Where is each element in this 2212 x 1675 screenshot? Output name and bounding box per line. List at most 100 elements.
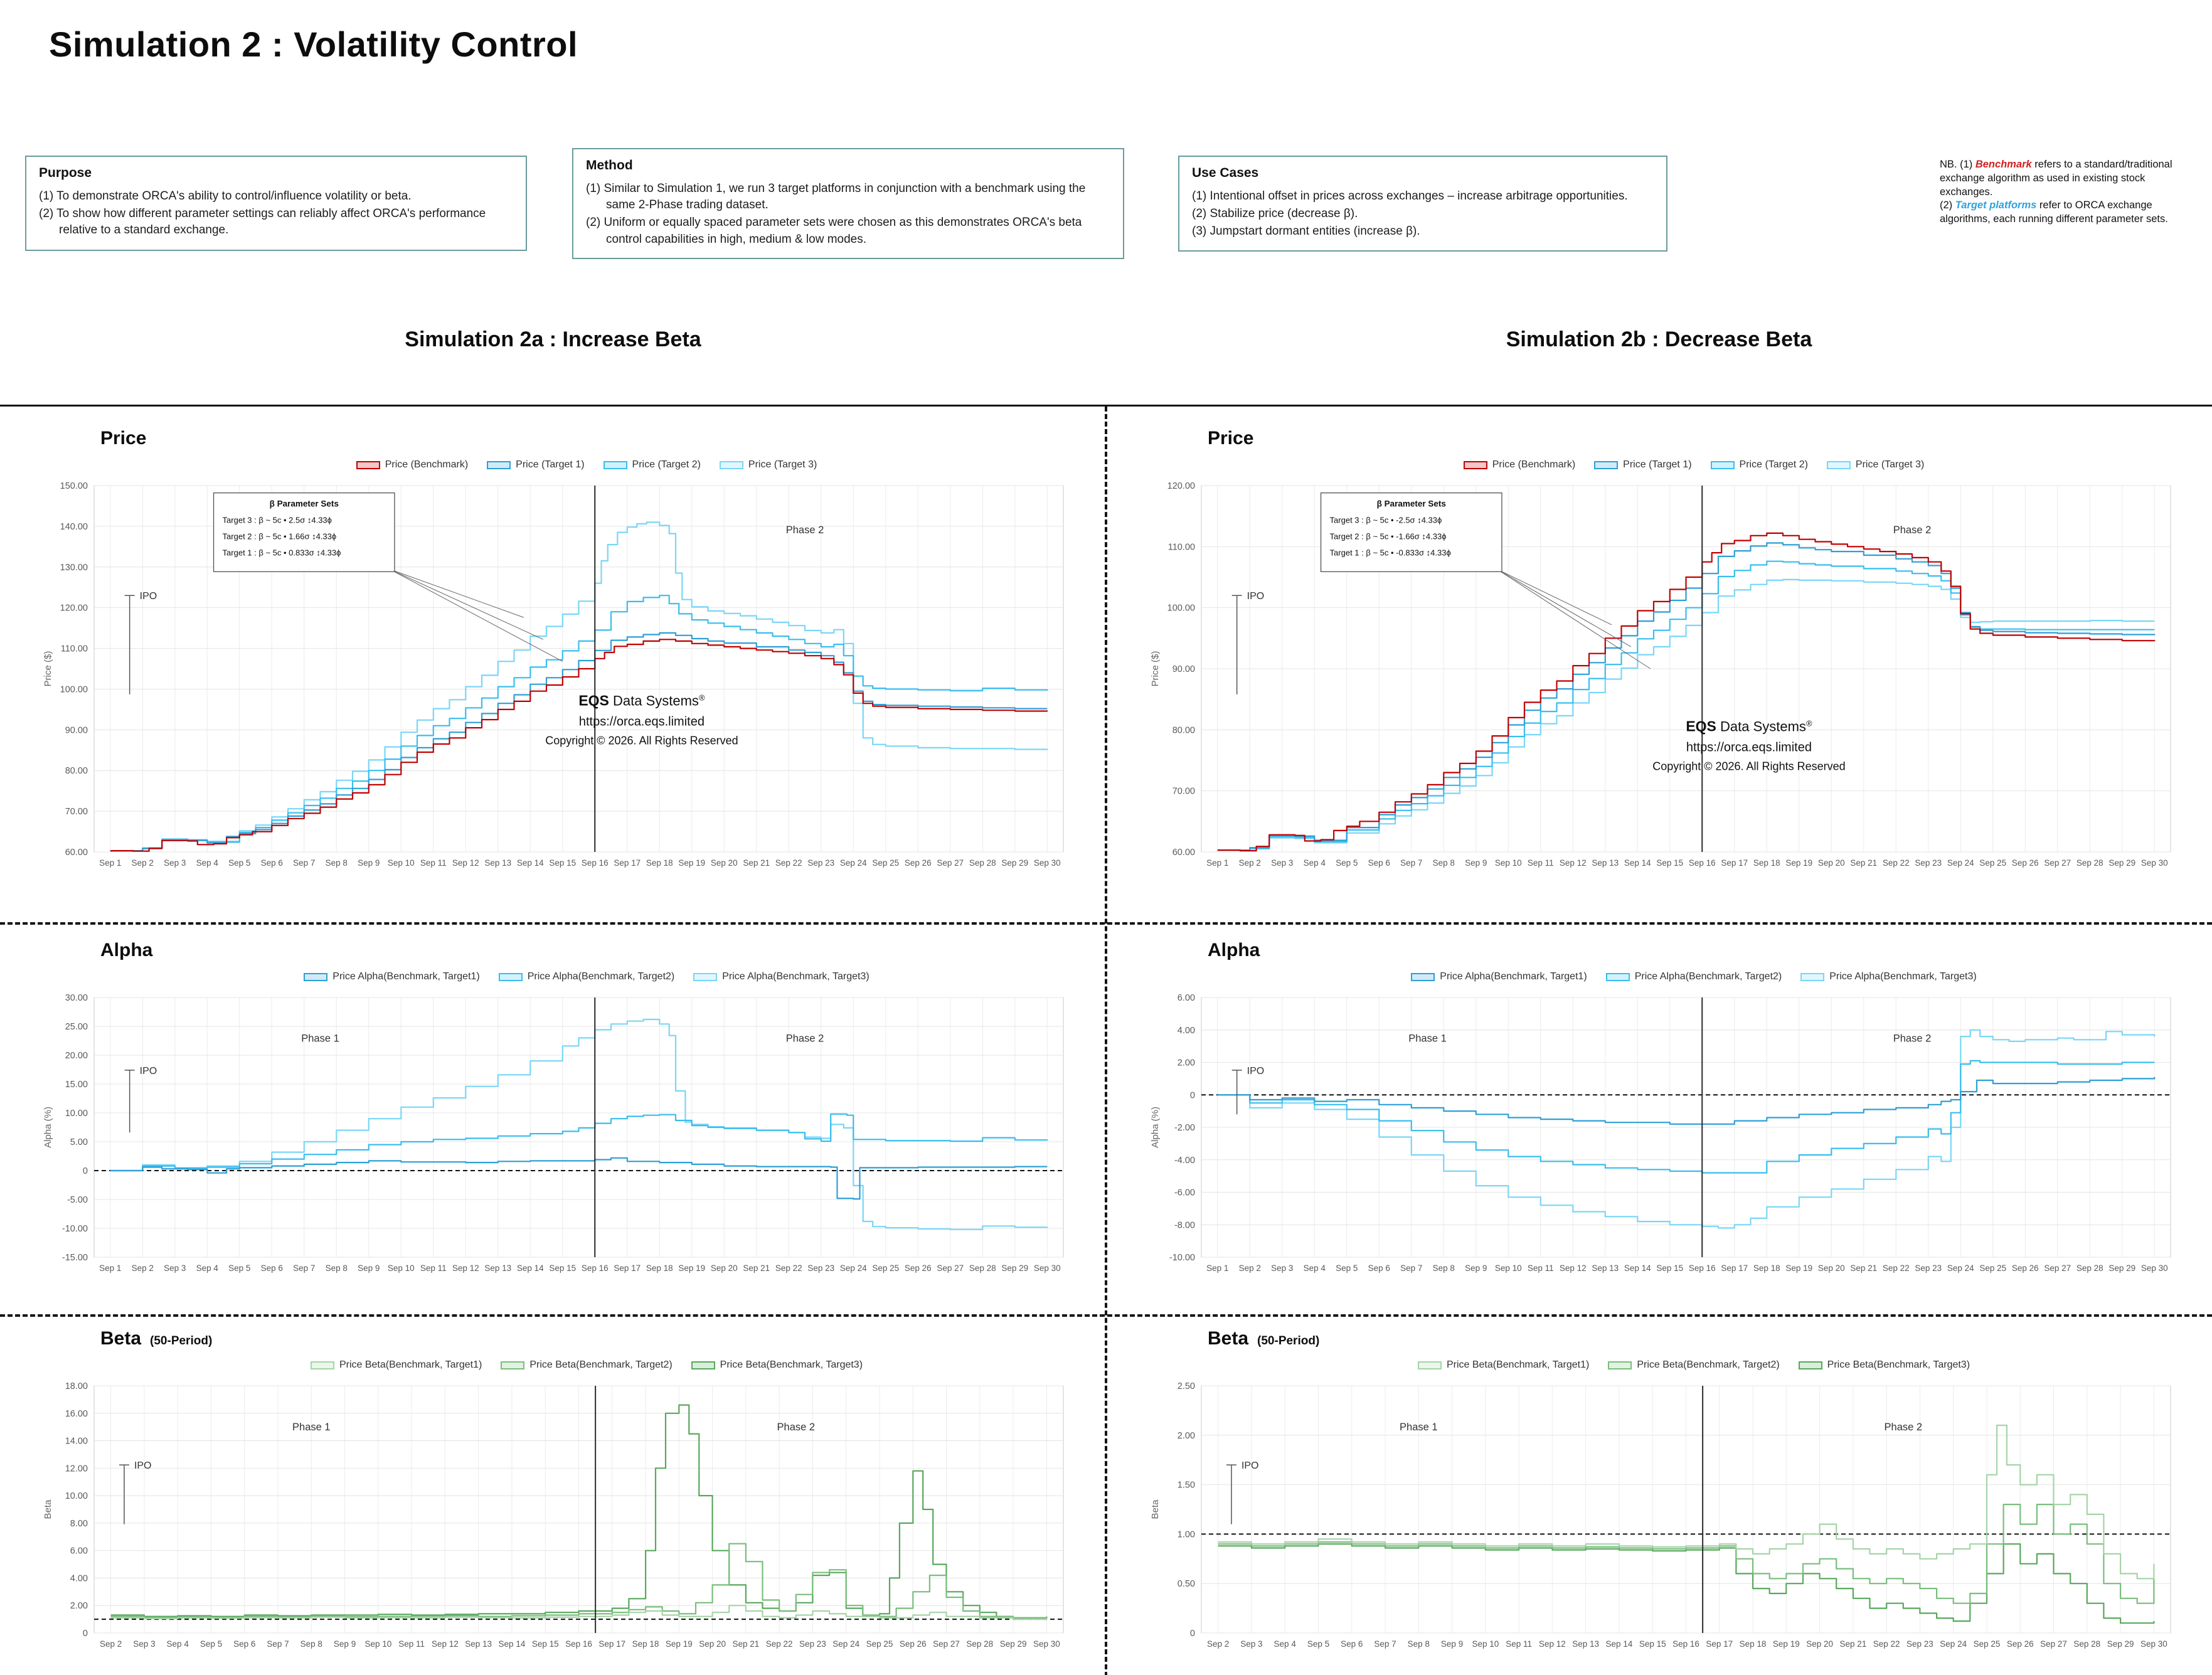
- price-chart-2b: Price Price (Benchmark) Price (Target 1) P…: [1107, 407, 2212, 922]
- legend-item: Price Beta(Benchmark, Target1): [310, 1359, 482, 1371]
- beta-2b-plot: Sep 2 Sep 3 Sep 4 Sep 5 Sep 6 Sep 7 Sep 8 Sep 9…: [1150, 1381, 2171, 1649]
- svg-text:Sep 19: Sep 19: [1785, 858, 1812, 868]
- svg-text:-4.00: -4.00: [1174, 1156, 1195, 1166]
- svg-text:Sep 12: Sep 12: [1539, 1639, 1566, 1649]
- legend-label: Price (Target 2): [632, 459, 701, 470]
- svg-text:Sep 14: Sep 14: [1624, 1263, 1651, 1273]
- legend-swatch: [1826, 460, 1851, 469]
- svg-text:Phase 2: Phase 2: [1885, 1422, 1923, 1433]
- legend-label: Price Alpha(Benchmark, Target3): [722, 971, 869, 982]
- svg-text:Sep 14: Sep 14: [517, 1263, 544, 1273]
- svg-text:Sep 12: Sep 12: [452, 858, 479, 868]
- chart-title: Beta: [1208, 1328, 1249, 1349]
- legend-item: Price (Target 3): [719, 459, 817, 471]
- svg-text:Sep 30: Sep 30: [2141, 1263, 2168, 1273]
- cell-beta-2a: Beta (50-Period) Price Beta(Benchmark, T…: [0, 1314, 1105, 1675]
- chart-title: Alpha: [100, 940, 153, 960]
- svg-text:Sep 23: Sep 23: [1915, 858, 1942, 868]
- legend-label: Price (Benchmark): [385, 459, 469, 470]
- svg-text:Sep 18: Sep 18: [1753, 1263, 1780, 1273]
- svg-text:Sep 12: Sep 12: [1560, 858, 1587, 868]
- svg-text:Sep 15: Sep 15: [1656, 1263, 1683, 1273]
- svg-text:Sep 27: Sep 27: [2044, 1263, 2071, 1273]
- svg-text:Sep 3: Sep 3: [1240, 1639, 1262, 1649]
- svg-text:20.00: 20.00: [65, 1051, 88, 1061]
- svg-text:Sep 30: Sep 30: [1033, 1639, 1060, 1649]
- svg-text:110.00: 110.00: [61, 644, 88, 654]
- legend-swatch: [1800, 972, 1825, 981]
- chart-legend: Price Beta(Benchmark, Target1) Price Beta…: [35, 1357, 1079, 1373]
- svg-text:Sep 25: Sep 25: [872, 1263, 899, 1273]
- svg-text:Sep 29: Sep 29: [2108, 1263, 2135, 1273]
- svg-text:Copyright © 2026. All Rights R: Copyright © 2026. All Rights Reserved: [545, 734, 738, 747]
- svg-text:Sep 30: Sep 30: [1034, 858, 1061, 868]
- svg-text:Sep 4: Sep 4: [1274, 1639, 1297, 1649]
- svg-text:IPO: IPO: [140, 591, 157, 602]
- legend-swatch: [487, 460, 511, 469]
- svg-text:Sep 5: Sep 5: [1307, 1639, 1329, 1649]
- chart-legend: Price (Benchmark) Price (Target 1) Price (…: [1142, 457, 2186, 473]
- legend-item: Price Beta(Benchmark, Target2): [501, 1359, 673, 1371]
- alpha-2b-plot: Sep 1 Sep 2 Sep 3 Sep 4 Sep 5 Sep 6 Sep 7 Sep 8…: [1150, 993, 2171, 1273]
- svg-text:Phase 1: Phase 1: [1408, 1033, 1447, 1044]
- price-2a-plot: Sep 1 Sep 2 Sep 3 Sep 4 Sep 5 Sep 6 Sep 7 Sep 8…: [43, 481, 1064, 868]
- svg-text:-6.00: -6.00: [1174, 1188, 1195, 1198]
- column-title-2a: Simulation 2a : Increase Beta: [405, 327, 701, 351]
- svg-text:Sep 24: Sep 24: [840, 1263, 867, 1273]
- legend-item: Price (Benchmark): [356, 459, 468, 471]
- svg-text:2.00: 2.00: [1178, 1431, 1195, 1441]
- svg-text:Sep 11: Sep 11: [420, 1263, 447, 1273]
- svg-text:Sep 27: Sep 27: [937, 1263, 964, 1273]
- svg-text:Sep 29: Sep 29: [2107, 1639, 2134, 1649]
- svg-text:Sep 11: Sep 11: [1506, 1639, 1532, 1649]
- svg-text:Sep 13: Sep 13: [1592, 1263, 1619, 1273]
- svg-text:Sep 19: Sep 19: [666, 1639, 693, 1649]
- svg-text:Sep 10: Sep 10: [1495, 858, 1522, 868]
- svg-text:Sep 27: Sep 27: [2044, 858, 2071, 868]
- svg-text:Sep 12: Sep 12: [432, 1639, 459, 1649]
- legend-item: Price (Target 1): [487, 459, 585, 471]
- svg-text:Sep 29: Sep 29: [1000, 1639, 1027, 1649]
- svg-text:Price ($): Price ($): [1150, 651, 1161, 687]
- svg-text:Sep 16: Sep 16: [582, 1263, 609, 1273]
- svg-text:Sep 12: Sep 12: [452, 1263, 479, 1273]
- cell-price-2b: Price Price (Benchmark) Price (Target 1) P…: [1107, 407, 2212, 922]
- legend-item: Price Alpha(Benchmark, Target1): [1411, 971, 1587, 982]
- legend-label: Price (Target 2): [1739, 459, 1808, 470]
- svg-text:Sep 10: Sep 10: [1495, 1263, 1522, 1273]
- svg-text:Sep 30: Sep 30: [1034, 1263, 1061, 1273]
- svg-text:-10.00: -10.00: [62, 1224, 88, 1234]
- svg-text:Sep 10: Sep 10: [388, 1263, 415, 1273]
- svg-text:Sep 11: Sep 11: [398, 1639, 425, 1649]
- svg-text:-8.00: -8.00: [1174, 1220, 1195, 1230]
- method-box-title: Method: [586, 158, 633, 173]
- svg-text:Phase 1: Phase 1: [301, 1033, 339, 1044]
- legend-item: Price Alpha(Benchmark, Target3): [1800, 971, 1977, 982]
- svg-text:Sep 13: Sep 13: [1592, 858, 1619, 868]
- svg-text:Sep 9: Sep 9: [1465, 858, 1487, 868]
- svg-text:Target 2 : β ~ 5c • 1.66σ ↕4: Target 2 : β ~ 5c • 1.66σ ↕4.33ϕ: [223, 532, 337, 541]
- svg-text:EQS Data Systems®: EQS Data Systems®: [578, 692, 705, 708]
- svg-text:Sep 16: Sep 16: [582, 858, 609, 868]
- svg-text:2.50: 2.50: [1178, 1381, 1195, 1391]
- svg-text:Sep 11: Sep 11: [1528, 1263, 1554, 1273]
- svg-text:90.00: 90.00: [65, 725, 88, 735]
- legend-label: Price (Target 3): [1855, 459, 1925, 470]
- svg-text:Sep 17: Sep 17: [1721, 1263, 1748, 1273]
- svg-text:Sep 21: Sep 21: [1839, 1639, 1866, 1649]
- svg-text:Sep 9: Sep 9: [1441, 1639, 1463, 1649]
- legend-swatch: [1463, 460, 1487, 469]
- svg-text:Sep 20: Sep 20: [1818, 1263, 1845, 1273]
- svg-text:60.00: 60.00: [1172, 848, 1195, 858]
- legend-item: Price (Target 2): [603, 459, 701, 471]
- svg-text:Sep 17: Sep 17: [614, 858, 641, 868]
- chart-legend: Price (Benchmark) Price (Target 1) Price (…: [35, 457, 1079, 473]
- svg-text:0: 0: [83, 1166, 88, 1176]
- svg-text:140.00: 140.00: [60, 522, 88, 532]
- alpha-chart-2b: Alpha Price Alpha(Benchmark, Target1) Pri…: [1107, 922, 2212, 1314]
- svg-text:10.00: 10.00: [65, 1491, 88, 1501]
- nb-line-2: (2) Target platforms refer to ORCA excha…: [1940, 199, 2168, 225]
- svg-text:Sep 21: Sep 21: [1850, 1263, 1877, 1273]
- purpose-box-title: Purpose: [39, 166, 92, 180]
